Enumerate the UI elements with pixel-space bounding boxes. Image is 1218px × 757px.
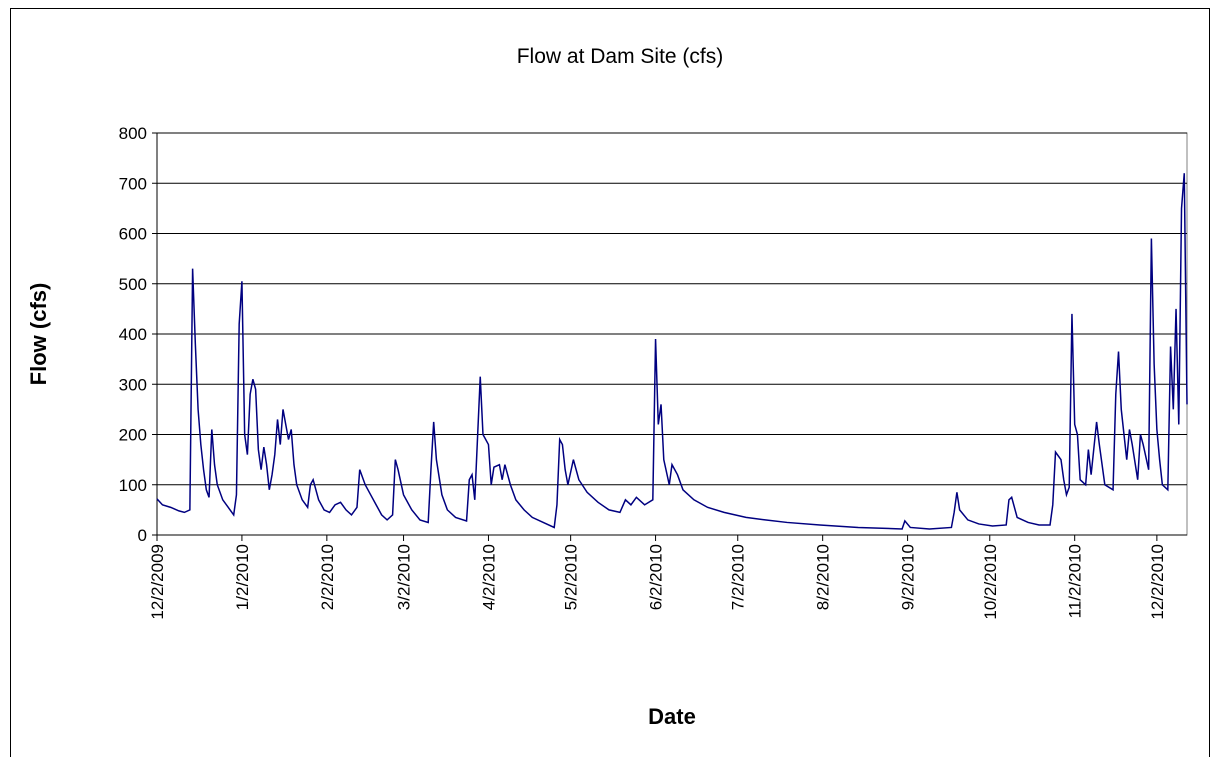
x-tick-label: 10/2/2010 — [981, 544, 1000, 620]
x-tick-label: 9/2/2010 — [899, 544, 918, 610]
x-tick-label: 8/2/2010 — [814, 544, 833, 610]
y-tick-label: 100 — [119, 476, 147, 495]
x-tick-label: 7/2/2010 — [729, 544, 748, 610]
y-tick-label: 0 — [138, 526, 147, 545]
y-tick-label: 400 — [119, 325, 147, 344]
chart-title: Flow at Dam Site (cfs) — [517, 45, 724, 68]
x-tick-label: 12/2/2009 — [148, 544, 167, 620]
x-tick-label: 2/2/2010 — [318, 544, 337, 610]
x-tick-label: 3/2/2010 — [395, 544, 414, 610]
y-tick-label: 300 — [119, 375, 147, 394]
x-tick-label: 6/2/2010 — [647, 544, 666, 610]
y-tick-label: 600 — [119, 225, 147, 244]
y-tick-label: 200 — [119, 426, 147, 445]
x-tick-label: 4/2/2010 — [479, 544, 498, 610]
x-tick-label: 12/2/2010 — [1148, 544, 1167, 620]
y-tick-label: 500 — [119, 275, 147, 294]
flow-line — [156, 173, 1188, 530]
y-axis-title: Flow (cfs) — [26, 283, 51, 386]
x-axis-title: Date — [648, 704, 696, 729]
y-tick-label: 800 — [119, 124, 147, 143]
y-tick-label: 700 — [119, 174, 147, 193]
x-tick-label: 5/2/2010 — [562, 544, 581, 610]
x-tick-label: 1/2/2010 — [233, 544, 252, 610]
x-tick-label: 11/2/2010 — [1066, 544, 1085, 618]
